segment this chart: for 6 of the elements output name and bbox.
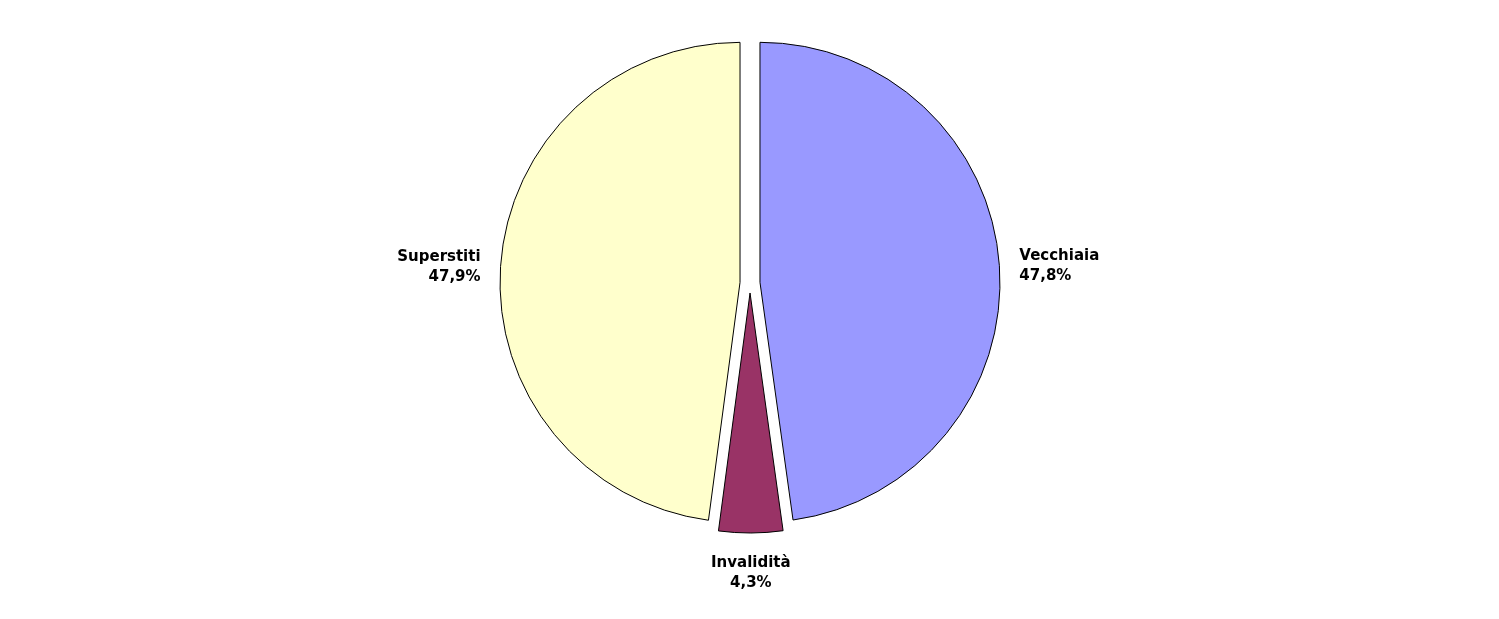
data-label: 4,3% [730,573,772,591]
data-label: 47,9% [428,267,481,286]
slice-label: Invalidità [711,553,791,571]
slice-label: Superstiti [397,247,481,266]
slice-label: Vecchiaia [1019,246,1100,265]
data-label: 47,8% [1019,266,1072,285]
